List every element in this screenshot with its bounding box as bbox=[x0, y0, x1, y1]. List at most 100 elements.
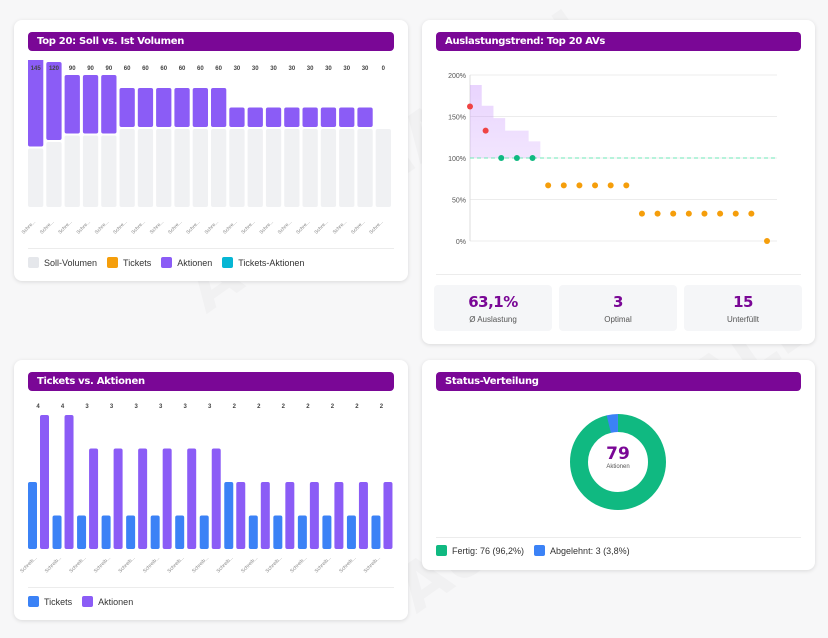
legend-tickets[interactable]: Tickets bbox=[28, 596, 72, 607]
data-label: 2 bbox=[306, 404, 310, 410]
utilization-area bbox=[470, 84, 541, 242]
data-label: 30 bbox=[362, 66, 369, 72]
legend-aktionen[interactable]: Aktionen bbox=[161, 257, 212, 268]
data-point bbox=[732, 210, 739, 217]
panel-title: Top 20: Soll vs. Ist Volumen bbox=[28, 32, 394, 51]
soll-bar bbox=[229, 129, 245, 207]
legend-soll[interactable]: Soll-Volumen bbox=[28, 257, 97, 268]
panel-auslastungstrend: Auslastungstrend: Top 20 AVs 0% 50% 100% 15… bbox=[422, 20, 815, 344]
tickets-bar bbox=[150, 515, 160, 549]
tickets-bar bbox=[199, 515, 209, 549]
tickets-bar bbox=[297, 515, 307, 549]
y-tick-label: 200% bbox=[448, 73, 466, 80]
panel-title: Auslastungstrend: Top 20 AVs bbox=[436, 32, 801, 51]
soll-bar bbox=[28, 148, 44, 207]
x-tick-label: Schre... bbox=[204, 219, 220, 235]
soll-bar bbox=[101, 135, 117, 207]
soll-bar bbox=[211, 129, 227, 207]
data-point bbox=[717, 210, 724, 217]
data-point bbox=[513, 155, 520, 161]
data-label: 60 bbox=[197, 66, 204, 72]
data-label: 90 bbox=[69, 66, 76, 72]
data-label: 60 bbox=[124, 66, 131, 72]
data-point bbox=[576, 182, 583, 189]
data-label: 2 bbox=[331, 404, 335, 410]
data-label: 30 bbox=[325, 66, 332, 72]
aktionen-bar bbox=[28, 60, 44, 147]
x-tick-label: Schre... bbox=[295, 219, 311, 235]
data-label: 2 bbox=[282, 404, 286, 410]
data-point bbox=[545, 182, 552, 189]
data-label: 145 bbox=[31, 66, 42, 72]
legend-abgelehnt[interactable]: Abgelehnt: 3 (3,8%) bbox=[534, 545, 630, 556]
tickets-bar bbox=[77, 515, 87, 549]
data-point bbox=[654, 210, 661, 217]
legend-fertig[interactable]: Fertig: 76 (96,2%) bbox=[436, 545, 524, 556]
tickets-bar bbox=[224, 482, 234, 549]
data-label: 60 bbox=[142, 66, 149, 72]
x-tick-label: Schre... bbox=[240, 219, 256, 235]
data-label: 30 bbox=[343, 66, 350, 72]
x-tick-label: Schre... bbox=[76, 219, 92, 235]
x-tick-label: Schreib... bbox=[216, 555, 235, 574]
tickets-bar bbox=[101, 515, 111, 549]
x-tick-label: Schre... bbox=[277, 219, 293, 235]
stat-unterfuellt: 15 Unterfüllt bbox=[684, 285, 802, 331]
legend-tickets[interactable]: Tickets bbox=[107, 257, 151, 268]
legend-aktionen[interactable]: Aktionen bbox=[82, 596, 133, 607]
aktionen-bar bbox=[358, 482, 368, 549]
aktionen-bar bbox=[320, 107, 337, 127]
tickets-bar bbox=[126, 515, 136, 549]
x-tick-label: Schre... bbox=[350, 219, 366, 235]
trend-chart: 0% 50% 100% 150% 200% bbox=[448, 73, 777, 246]
tickets-bar bbox=[28, 482, 37, 549]
soll-bar bbox=[302, 129, 318, 207]
x-tick-label: Schre... bbox=[167, 219, 183, 235]
aktionen-bar bbox=[162, 448, 172, 549]
aktionen-bar bbox=[138, 448, 148, 549]
x-tick-label: Schreib... bbox=[240, 555, 259, 574]
panel-soll-ist-volumen: Top 20: Soll vs. Ist Volumen 145 Schre...… bbox=[14, 20, 408, 281]
soll-bar bbox=[339, 129, 355, 207]
aktionen-bar bbox=[174, 88, 190, 127]
data-label: 3 bbox=[85, 404, 89, 410]
aktionen-bar bbox=[284, 107, 300, 127]
status-donut bbox=[570, 414, 666, 510]
y-tick-label: 50% bbox=[452, 198, 466, 205]
volumen-legend: Soll-Volumen Tickets Aktionen Tickets-Ak… bbox=[28, 257, 304, 268]
data-label: 90 bbox=[106, 66, 113, 72]
legend-tickets-aktionen[interactable]: Tickets-Aktionen bbox=[222, 257, 304, 268]
aktionen-bar bbox=[211, 88, 227, 127]
x-tick-label: Schre... bbox=[313, 219, 329, 235]
aktionen-bar bbox=[187, 448, 197, 549]
x-tick-label: Schre... bbox=[222, 219, 238, 235]
data-label: 3 bbox=[159, 404, 163, 410]
aktionen-bar bbox=[64, 75, 80, 134]
aktionen-bar bbox=[339, 107, 355, 127]
x-tick-label: Schreib... bbox=[19, 555, 38, 574]
y-tick-label: 150% bbox=[448, 115, 466, 122]
tickets-bar bbox=[175, 515, 185, 549]
data-label: 2 bbox=[380, 404, 384, 410]
data-point bbox=[685, 210, 692, 217]
data-label: 4 bbox=[61, 404, 65, 410]
panel-tickets-aktionen: Tickets vs. Aktionen 4 Schreib... 4 Schreib… bbox=[14, 360, 408, 620]
x-tick-label: Schreib... bbox=[44, 555, 63, 574]
aktionen-bar bbox=[334, 482, 344, 549]
aktionen-bar bbox=[260, 482, 270, 549]
tickets-bar bbox=[322, 515, 332, 549]
donut-center-value: 79 bbox=[606, 444, 630, 464]
aktionen-bar bbox=[247, 107, 263, 127]
x-tick-label: Schreib... bbox=[265, 555, 284, 574]
tickets-bar bbox=[52, 515, 62, 549]
soll-bar bbox=[156, 129, 172, 207]
x-tick-label: Schreib... bbox=[68, 555, 87, 574]
x-tick-label: Schre... bbox=[130, 219, 146, 235]
aktionen-bar bbox=[64, 415, 74, 549]
data-point bbox=[467, 103, 473, 110]
soll-bar bbox=[137, 129, 154, 207]
aktionen-bar bbox=[229, 107, 245, 127]
x-tick-label: Schreib... bbox=[289, 555, 308, 574]
volumen-chart: 145 Schre... 120 Schre... 90 Schre... 90 Schre.… bbox=[21, 60, 391, 236]
x-tick-label: Schre... bbox=[259, 219, 275, 235]
